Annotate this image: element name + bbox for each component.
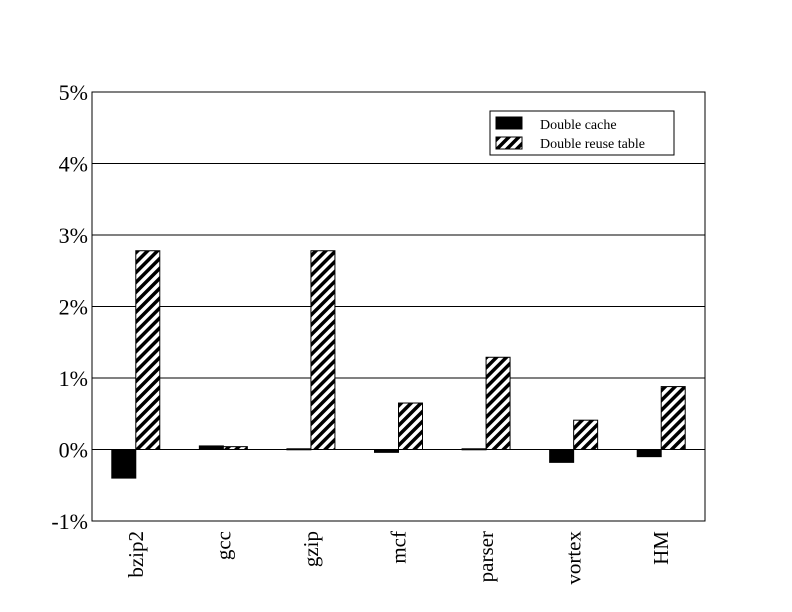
- plot-area-frame: [91, 91, 706, 522]
- x-tick-label-vortex: vortex: [562, 531, 586, 585]
- bar-double-reuse-table-gcc: [222, 446, 248, 451]
- x-tick-label-gzip: gzip: [299, 531, 323, 567]
- bar-double-cache-hm: [636, 449, 662, 458]
- legend-swatch-double-cache: [495, 116, 523, 130]
- legend-swatch-double-reuse-table: [495, 136, 523, 150]
- legend-label-double-cache: Double cache: [540, 118, 617, 133]
- bar-double-reuse-table-vortex: [573, 419, 599, 450]
- x-tick-label-hm: HM: [649, 531, 673, 565]
- bar-double-reuse-table-mcf: [398, 402, 423, 450]
- legend-label-double-reuse-table: Double reuse table: [540, 137, 645, 152]
- x-axis-tick-labels: bzip2 gcc gzip mcf parser vortex HM: [124, 531, 673, 585]
- y-tick-label: 2%: [59, 295, 88, 320]
- x-tick-label-gcc: gcc: [211, 531, 235, 560]
- y-tick-label: 1%: [59, 366, 88, 391]
- gridlines: [92, 163, 705, 450]
- bar-double-reuse-table-hm: [660, 386, 686, 450]
- y-tick-label: 4%: [59, 152, 88, 177]
- x-tick-label-mcf: mcf: [387, 531, 411, 564]
- bar-double-reuse-table-parser: [485, 356, 511, 451]
- y-tick-label: -1%: [51, 509, 88, 534]
- legend: Double cache Double reuse table: [489, 110, 675, 156]
- bar-double-cache-gzip: [286, 448, 312, 451]
- y-axis-tick-labels: -1% 0% 1% 2% 3% 4% 5%: [51, 80, 88, 534]
- bar-double-reuse-table-gzip: [310, 250, 336, 450]
- bar-double-cache-vortex: [549, 449, 575, 463]
- bar-double-cache-mcf: [374, 449, 399, 453]
- bar-double-cache-bzip2: [111, 449, 137, 479]
- x-tick-label-parser: parser: [474, 531, 498, 582]
- bar-double-cache-parser: [461, 448, 487, 451]
- y-tick-label: 5%: [59, 80, 88, 105]
- y-tick-label: 0%: [59, 438, 88, 463]
- bars: [111, 250, 686, 479]
- bar-double-cache-gcc: [198, 445, 224, 450]
- x-tick-label-bzip2: bzip2: [124, 531, 148, 578]
- y-tick-label: 3%: [59, 223, 88, 248]
- bar-double-reuse-table-bzip2: [135, 250, 161, 450]
